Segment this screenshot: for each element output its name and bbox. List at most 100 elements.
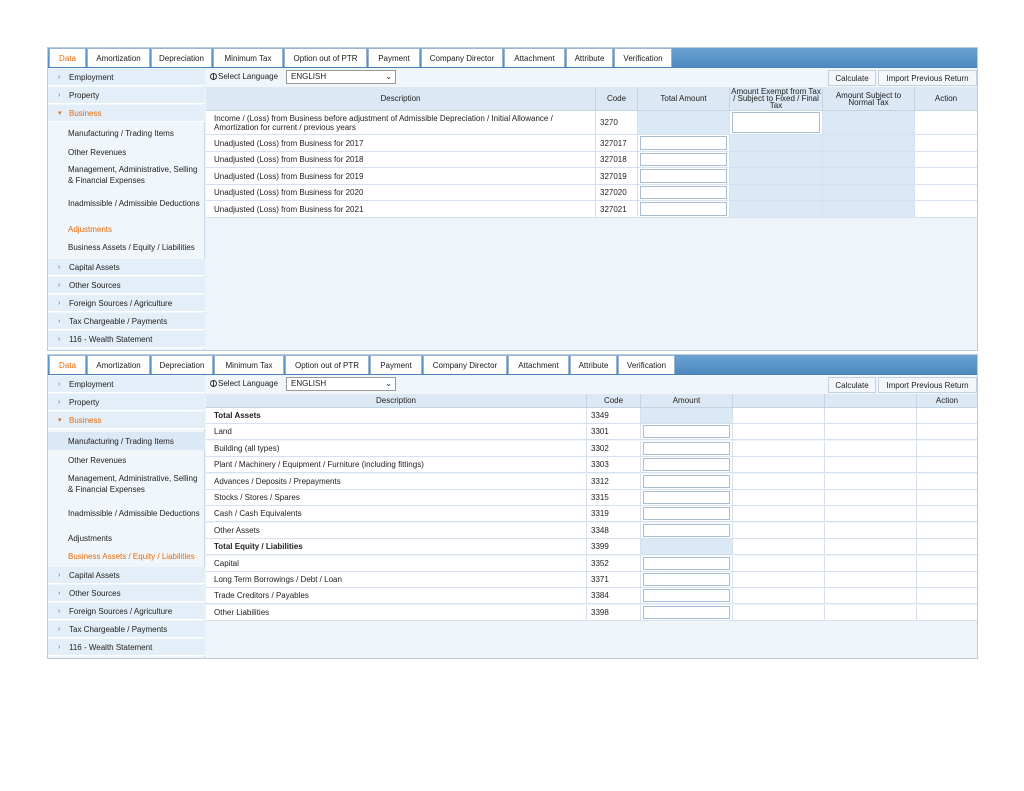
amount-input[interactable] xyxy=(643,474,730,488)
sidebar-sub-expenses[interactable]: Management, Administrative, Selling & Fi… xyxy=(68,165,198,185)
amount-input[interactable] xyxy=(643,458,730,472)
sidebar-item-capital-assets[interactable]: › Capital Assets xyxy=(48,259,205,276)
tab-payment[interactable]: Payment xyxy=(370,355,422,374)
sidebar-item-foreign-sources[interactable]: › Foreign Sources / Agriculture xyxy=(48,603,205,620)
total-amount-input[interactable] xyxy=(640,169,727,183)
amount-input[interactable] xyxy=(643,523,730,537)
language-label: Select Language xyxy=(210,72,278,81)
amount-input[interactable] xyxy=(643,425,730,439)
tab-payment[interactable]: Payment xyxy=(368,48,420,67)
import-previous-return-button[interactable]: Import Previous Return xyxy=(878,70,977,86)
row-description: Total Equity / Liabilities xyxy=(206,539,587,555)
sidebar-item-employment[interactable]: › Employment xyxy=(48,69,205,86)
tab-amortization[interactable]: Amortization xyxy=(87,355,150,374)
tab-verification[interactable]: Verification xyxy=(614,48,672,67)
tab-minimum-tax[interactable]: Minimum Tax xyxy=(213,48,283,67)
amount-input[interactable] xyxy=(643,589,730,603)
tab-amortization[interactable]: Amortization xyxy=(87,48,150,67)
amount-exempt-readonly xyxy=(730,168,823,184)
chevron-right-icon: › xyxy=(58,625,61,633)
total-amount-input[interactable] xyxy=(640,153,727,166)
tab-depreciation[interactable]: Depreciation xyxy=(151,48,212,67)
amount-readonly xyxy=(641,539,733,555)
header-amount-normal: Amount Subject to Normal Tax xyxy=(823,87,915,110)
sidebar-item-tax-chargeable[interactable]: › Tax Chargeable / Payments xyxy=(48,313,205,330)
sidebar-sub-deductions[interactable]: Inadmissible / Admissible Deductions xyxy=(68,199,200,208)
sidebar-sub-business-assets[interactable]: Business Assets / Equity / Liabilities xyxy=(68,551,195,561)
language-select[interactable]: ENGLISH ⌄ xyxy=(286,70,396,84)
sidebar-item-other-sources[interactable]: › Other Sources xyxy=(48,277,205,294)
sidebar-item-business[interactable]: ▾ Business xyxy=(48,105,205,122)
tab-attribute[interactable]: Attribute xyxy=(570,355,617,374)
sidebar-sub-business-assets[interactable]: Business Assets / Equity / Liabilities xyxy=(68,242,195,252)
language-select[interactable]: ENGLISH ⌄ xyxy=(286,377,396,391)
sidebar-item-employment[interactable]: › Employment xyxy=(48,376,205,393)
amount-input[interactable] xyxy=(643,556,730,570)
amount-input[interactable] xyxy=(643,573,730,586)
blank-cell xyxy=(733,473,825,489)
tab-data[interactable]: Data xyxy=(49,355,86,374)
sidebar-item-property[interactable]: › Property xyxy=(48,394,205,411)
tab-company-director[interactable]: Company Director xyxy=(421,48,503,67)
sidebar-sub-adjustments[interactable]: Adjustments xyxy=(68,224,113,234)
amount-exempt-readonly xyxy=(730,201,823,217)
grid-header: Description Code Amount Action xyxy=(206,394,977,408)
sidebar-sub-manufacturing[interactable]: Manufacturing / Trading Items xyxy=(68,129,174,138)
header-description: Description xyxy=(206,87,596,110)
import-previous-return-button[interactable]: Import Previous Return xyxy=(878,377,977,393)
calculate-button[interactable]: Calculate xyxy=(828,70,876,86)
row-code: 3371 xyxy=(587,572,641,587)
blank-cell xyxy=(733,408,825,423)
tab-company-director[interactable]: Company Director xyxy=(423,355,507,374)
tab-attachment[interactable]: Attachment xyxy=(504,48,565,67)
amount-input[interactable] xyxy=(643,491,730,504)
row-description: Total Assets xyxy=(206,408,587,423)
sidebar-sub-other-revenues[interactable]: Other Revenues xyxy=(68,147,127,157)
table-row: Unadjusted (Loss) from Business for 2017… xyxy=(206,135,977,152)
total-amount-input[interactable] xyxy=(640,186,727,199)
total-amount-input[interactable] xyxy=(640,202,727,216)
tab-verification[interactable]: Verification xyxy=(618,355,675,374)
sidebar-sub-adjustments[interactable]: Adjustments xyxy=(68,533,113,543)
tab-attribute[interactable]: Attribute xyxy=(566,48,613,67)
sidebar-sub-other-revenues[interactable]: Other Revenues xyxy=(68,455,127,465)
tab-option-out-of-ptr[interactable]: Option out of PTR xyxy=(285,355,369,374)
table-row: Capital 3352 xyxy=(206,555,977,572)
tab-minimum-tax[interactable]: Minimum Tax xyxy=(214,355,284,374)
chevron-right-icon: › xyxy=(58,607,61,615)
chevron-right-icon: › xyxy=(58,317,61,325)
sidebar-item-tax-chargeable[interactable]: › Tax Chargeable / Payments xyxy=(48,621,205,638)
tab-depreciation[interactable]: Depreciation xyxy=(151,355,213,374)
sidebar-item-foreign-sources[interactable]: › Foreign Sources / Agriculture xyxy=(48,295,205,312)
amount-cell xyxy=(641,490,733,505)
tab-data[interactable]: Data xyxy=(49,48,86,67)
table-row: Total Equity / Liabilities 3399 xyxy=(206,539,977,556)
total-amount-input[interactable] xyxy=(640,136,727,150)
amount-input[interactable] xyxy=(643,507,730,521)
sidebar-item-capital-assets[interactable]: › Capital Assets xyxy=(48,567,205,584)
header-blank-1 xyxy=(733,394,825,407)
sidebar-item-wealth-statement[interactable]: › 116 - Wealth Statement xyxy=(48,331,205,348)
table-row: Plant / Machinery / Equipment / Furnitur… xyxy=(206,457,977,474)
amount-cell xyxy=(641,588,733,604)
sidebar-sub-expenses[interactable]: Management, Administrative, Selling & Fi… xyxy=(68,474,198,494)
amount-input[interactable] xyxy=(643,605,730,619)
row-description: Advances / Deposits / Prepayments xyxy=(206,473,587,489)
amount-input[interactable] xyxy=(643,441,730,455)
chevron-right-icon: › xyxy=(58,263,61,271)
amount-exempt-input[interactable] xyxy=(732,112,820,133)
table-row: Trade Creditors / Payables 3384 xyxy=(206,588,977,605)
business-assets-panel: Data Amortization Depreciation Minimum T… xyxy=(47,354,978,659)
sidebar-sub-manufacturing[interactable]: Manufacturing / Trading Items xyxy=(48,432,205,450)
sidebar-item-other-sources[interactable]: › Other Sources xyxy=(48,585,205,602)
total-amount-cell xyxy=(638,152,730,167)
sidebar-sub-deductions[interactable]: Inadmissible / Admissible Deductions xyxy=(68,508,200,518)
tab-option-out-of-ptr[interactable]: Option out of PTR xyxy=(284,48,367,67)
tab-attachment[interactable]: Attachment xyxy=(508,355,569,374)
sidebar-item-business[interactable]: ▾ Business xyxy=(48,412,205,429)
calculate-button[interactable]: Calculate xyxy=(828,377,876,393)
blank-cell xyxy=(733,490,825,505)
chevron-down-icon: ⌄ xyxy=(385,72,392,81)
sidebar-item-wealth-statement[interactable]: › 116 - Wealth Statement xyxy=(48,639,205,656)
sidebar-item-property[interactable]: › Property xyxy=(48,87,205,104)
